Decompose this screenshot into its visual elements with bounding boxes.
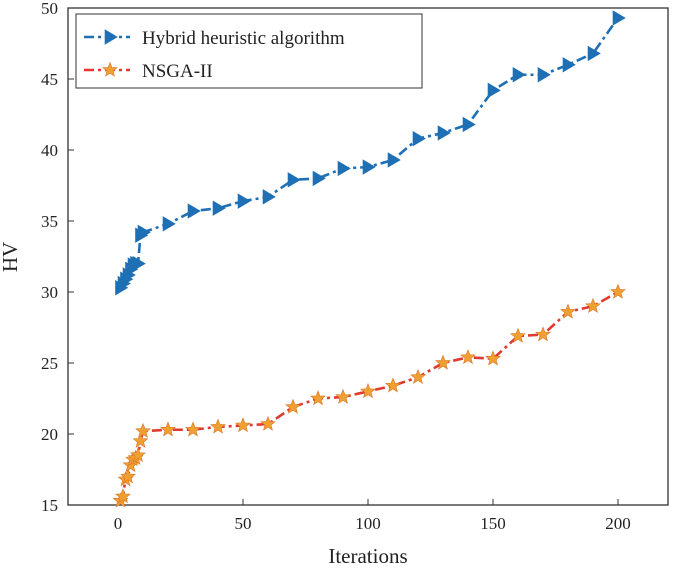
- data-point-marker: [132, 432, 149, 448]
- data-point-marker: [387, 152, 401, 168]
- data-point-marker: [187, 203, 201, 219]
- legend-label: Hybrid heuristic algorithm: [142, 28, 345, 49]
- data-point-marker: [337, 160, 351, 177]
- data-point-marker: [335, 388, 351, 404]
- data-point-marker: [385, 377, 401, 393]
- data-point-marker: [485, 350, 501, 366]
- data-point-marker: [487, 82, 501, 99]
- y-tick-label: 35: [41, 212, 58, 231]
- legend-item: NSGA-II: [84, 61, 213, 82]
- x-tick-label: 0: [114, 514, 123, 533]
- y-tick-label: 30: [41, 283, 58, 302]
- data-point-marker: [612, 10, 626, 26]
- data-point-marker: [312, 170, 326, 187]
- data-point-marker: [285, 398, 301, 414]
- legend-item: Hybrid heuristic algorithm: [84, 28, 345, 49]
- data-point-marker: [120, 468, 136, 484]
- data-point-marker: [510, 327, 526, 343]
- data-point-marker: [260, 415, 276, 431]
- data-point-marker: [610, 283, 626, 299]
- data-point-marker: [435, 354, 451, 370]
- y-axis-title: HV: [0, 242, 22, 272]
- data-point-marker: [537, 67, 551, 83]
- data-point-marker: [160, 421, 176, 437]
- legend-items: Hybrid heuristic algorithm NSGA-II: [84, 28, 345, 82]
- legend-label: NSGA-II: [142, 61, 213, 82]
- data-point-marker: [360, 383, 376, 399]
- x-axis-title: Iterations: [328, 544, 407, 568]
- x-tick-label: 100: [355, 514, 381, 533]
- data-point-marker: [237, 193, 251, 209]
- y-tick-label: 20: [41, 425, 58, 444]
- series-line: [119, 290, 619, 502]
- data-point-marker: [560, 303, 576, 319]
- series-layer: [112, 10, 626, 508]
- data-point-marker: [115, 488, 131, 504]
- data-point-marker: [462, 116, 476, 133]
- data-point-marker: [512, 67, 526, 83]
- y-tick-label: 50: [41, 0, 58, 18]
- data-point-marker: [162, 216, 176, 232]
- x-tick-label: 200: [605, 514, 631, 533]
- data-point-marker: [412, 130, 426, 147]
- data-point-marker: [460, 348, 476, 365]
- data-point-marker: [437, 125, 451, 141]
- ticks-layer: 0 50 100 150 200 15 20 25 30 35 40 45 50: [41, 0, 631, 533]
- data-point-marker: [410, 368, 426, 384]
- data-point-marker: [102, 61, 118, 77]
- data-point-marker: [310, 390, 326, 406]
- data-point-marker: [562, 57, 576, 73]
- data-point-marker: [262, 189, 276, 205]
- data-point-marker: [135, 422, 151, 438]
- data-point-marker: [104, 29, 118, 45]
- data-point-marker: [362, 159, 376, 175]
- y-tick-label: 25: [41, 354, 58, 373]
- data-point-marker: [287, 172, 301, 188]
- data-point-marker: [185, 421, 201, 437]
- series-hybrid-heuristic: [115, 10, 626, 296]
- data-point-marker: [585, 297, 601, 313]
- legend: Hybrid heuristic algorithm NSGA-II: [75, 13, 423, 89]
- data-point-marker: [130, 446, 146, 463]
- y-tick-label: 15: [41, 496, 58, 515]
- data-point-marker: [137, 224, 151, 241]
- x-tick-label: 150: [480, 514, 506, 533]
- data-point-marker: [235, 417, 251, 433]
- data-point-marker: [210, 418, 226, 434]
- data-point-marker: [132, 255, 146, 272]
- legend-box: [75, 13, 423, 89]
- series-nsga-ii: [112, 283, 626, 508]
- x-tick-label: 50: [235, 514, 252, 533]
- y-tick-label: 45: [41, 70, 58, 89]
- data-point-marker: [212, 200, 226, 216]
- data-point-marker: [535, 326, 551, 342]
- y-tick-label: 40: [41, 141, 58, 160]
- data-point-marker: [587, 45, 601, 62]
